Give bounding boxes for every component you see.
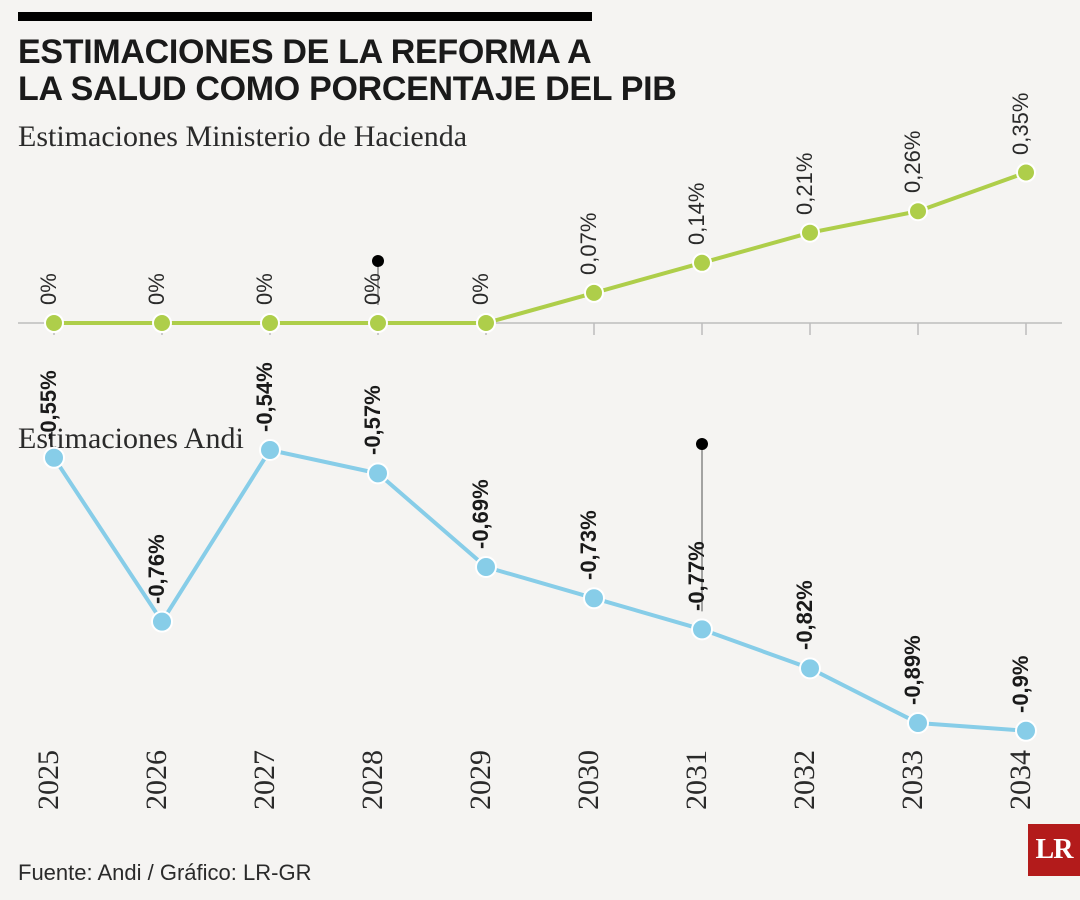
chart1-value-label: 0% (360, 273, 386, 305)
year-label: 2027 (248, 750, 282, 810)
year-label: 2028 (356, 750, 390, 810)
chart2-value-label: -0,9% (1008, 655, 1034, 712)
chart1-value-label: 0,21% (792, 152, 818, 214)
chart1-value-label: 0,07% (576, 213, 602, 275)
page-title: ESTIMACIONES DE LA REFORMA A LA SALUD CO… (18, 34, 676, 107)
chart-andi: -0,55%-0,76%-0,54%-0,57%-0,69%-0,73%-0,7… (18, 420, 1062, 770)
year-label: 2031 (680, 750, 714, 810)
year-label: 2033 (896, 750, 930, 810)
title-line-2: LA SALUD COMO PORCENTAJE DEL PIB (18, 70, 676, 108)
chart2-value-label: -0,69% (468, 479, 494, 549)
chart2-svg (18, 420, 1062, 770)
source-text: Fuente: Andi / Gráfico: LR-GR (18, 860, 311, 886)
year-label: 2029 (464, 750, 498, 810)
top-rule (18, 12, 592, 21)
chart-hacienda: 0%0%0%0%0%0,07%0,14%0,21%0,26%0,35% (18, 108, 1062, 338)
chart1-value-label: 0% (468, 273, 494, 305)
year-label: 2025 (32, 750, 66, 810)
chart2-value-label: -0,82% (792, 581, 818, 651)
year-label: 2030 (572, 750, 606, 810)
year-label: 2026 (140, 750, 174, 810)
title-line-1: ESTIMACIONES DE LA REFORMA A (18, 33, 591, 71)
chart1-value-label: 0% (252, 273, 278, 305)
chart2-value-label: -0,55% (36, 370, 62, 440)
chart2-value-label: -0,76% (144, 534, 170, 604)
chart1-value-label: 0% (144, 273, 170, 305)
year-label: 2034 (1004, 750, 1038, 810)
year-label: 2032 (788, 750, 822, 810)
chart2-value-label: -0,54% (252, 362, 278, 432)
chart2-value-label: -0,77% (684, 542, 710, 612)
chart2-value-label: -0,89% (900, 635, 926, 705)
publisher-logo: LR (1028, 824, 1080, 876)
chart1-value-label: 0,35% (1008, 92, 1034, 154)
x-axis: 2025 2026 2027 2028 2029 2030 2031 2032 2033 2034 (18, 720, 1062, 810)
chart1-value-label: 0,26% (900, 131, 926, 193)
chart2-value-label: -0,73% (576, 510, 602, 580)
chart2-value-label: -0,57% (360, 386, 386, 456)
chart1-value-label: 0% (36, 273, 62, 305)
chart1-value-label: 0,14% (684, 182, 710, 244)
